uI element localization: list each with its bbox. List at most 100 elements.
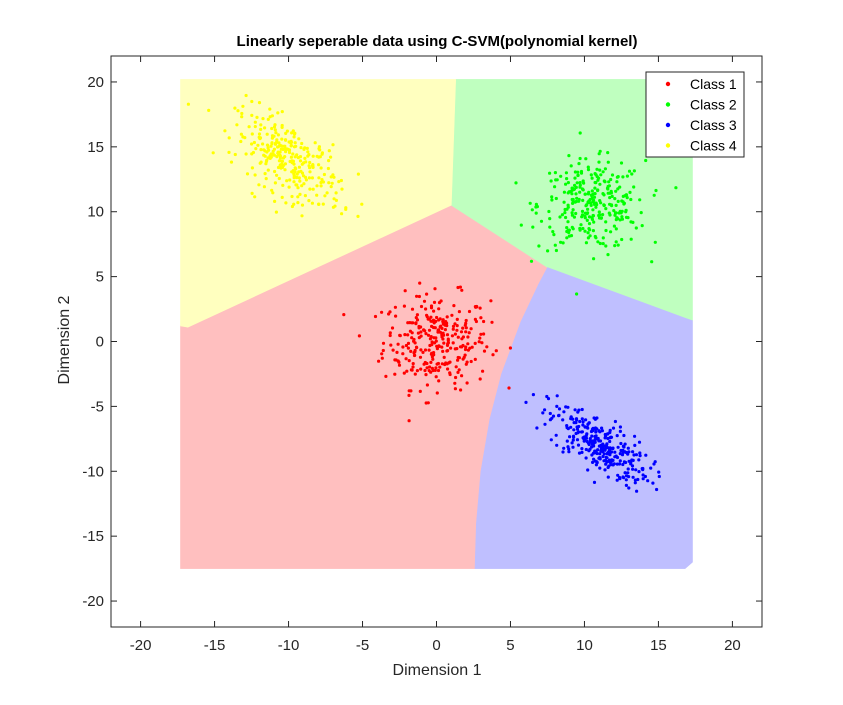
point-class-4: [293, 141, 297, 145]
point-class-2: [598, 241, 602, 246]
point-class-1: [439, 299, 443, 303]
point-class-3: [567, 447, 571, 451]
point-class-1: [411, 362, 415, 366]
point-class-3: [571, 445, 575, 449]
point-class-2: [608, 191, 612, 195]
point-class-3: [630, 464, 635, 468]
point-class-1: [478, 377, 482, 381]
point-class-2: [534, 205, 538, 209]
point-class-2: [546, 249, 550, 253]
point-class-3: [605, 442, 609, 446]
series-class-4: [186, 93, 364, 218]
point-class-1: [463, 347, 468, 352]
point-class-4: [240, 111, 244, 116]
point-class-1: [485, 345, 489, 349]
point-class-1: [437, 307, 441, 311]
point-class-4: [285, 179, 289, 183]
point-class-1: [388, 331, 392, 335]
point-class-4: [250, 113, 254, 117]
point-class-1: [417, 336, 421, 340]
point-class-3: [570, 441, 574, 445]
legend: Class 1 Class 2 Class 3 Class 4: [645, 71, 745, 158]
y-axis-ticks: -20 -15 -10 -5 0 5 10 15 20: [82, 74, 762, 610]
point-class-3: [606, 432, 610, 436]
point-class-4: [287, 185, 291, 189]
point-class-3: [595, 460, 599, 464]
point-class-3: [551, 414, 556, 418]
point-class-3: [598, 457, 602, 461]
point-class-2: [587, 215, 592, 219]
point-class-2: [583, 229, 587, 233]
point-class-4: [289, 155, 293, 159]
point-class-4: [247, 125, 251, 129]
point-class-3: [572, 428, 576, 432]
point-class-3: [604, 446, 608, 450]
point-class-2: [548, 225, 552, 229]
point-class-1: [464, 326, 468, 330]
point-class-2: [629, 220, 633, 224]
point-class-4: [320, 152, 324, 156]
point-class-1: [466, 335, 470, 339]
point-class-2: [624, 208, 628, 212]
point-class-1: [413, 353, 417, 357]
point-class-2: [573, 170, 578, 174]
point-class-3: [598, 452, 602, 456]
point-class-3: [592, 416, 596, 420]
point-class-4: [266, 168, 270, 172]
point-class-3: [624, 483, 629, 487]
point-class-4: [331, 143, 335, 147]
point-class-3: [653, 460, 657, 464]
point-class-2: [537, 244, 541, 248]
point-class-4: [258, 137, 262, 141]
point-class-1: [397, 363, 402, 367]
point-class-4: [257, 101, 262, 105]
point-class-1: [465, 381, 469, 385]
point-class-4: [255, 115, 259, 119]
point-class-4: [326, 166, 330, 171]
point-class-1: [432, 336, 436, 340]
point-class-3: [618, 477, 622, 481]
point-class-1: [489, 299, 493, 303]
point-class-2: [559, 240, 563, 244]
point-class-1: [445, 333, 450, 337]
point-class-4: [297, 165, 301, 169]
point-class-2: [621, 175, 625, 179]
point-class-2: [621, 194, 625, 198]
point-class-4: [298, 179, 302, 183]
point-class-2: [596, 178, 600, 182]
point-class-3: [608, 428, 612, 432]
point-class-1: [414, 345, 419, 349]
point-class-3: [634, 453, 639, 457]
point-class-3: [543, 408, 547, 412]
point-class-1: [453, 387, 457, 391]
point-class-3: [592, 480, 597, 484]
point-class-4: [315, 193, 319, 197]
point-class-3: [571, 438, 575, 442]
point-class-2: [574, 211, 578, 216]
point-class-4: [277, 153, 281, 157]
point-class-1: [470, 345, 474, 349]
point-class-1: [467, 331, 471, 335]
point-class-4: [285, 129, 289, 133]
point-class-4: [273, 128, 277, 132]
point-class-3: [637, 470, 641, 474]
point-class-2: [650, 260, 654, 264]
point-class-1: [390, 326, 395, 330]
point-class-3: [590, 434, 594, 438]
point-class-4: [296, 195, 300, 199]
point-class-3: [574, 417, 579, 421]
point-class-3: [586, 422, 590, 426]
point-class-3: [577, 451, 582, 455]
point-class-2: [583, 214, 587, 218]
point-class-1: [422, 299, 427, 303]
x-tick-label: 5: [506, 637, 514, 654]
point-class-3: [573, 408, 577, 412]
point-class-1: [441, 319, 445, 324]
point-class-2: [614, 203, 618, 207]
point-class-4: [262, 153, 266, 157]
point-class-1: [445, 343, 450, 347]
point-class-2: [565, 226, 569, 230]
point-class-4: [262, 185, 266, 189]
point-class-1: [418, 281, 422, 285]
point-class-4: [295, 175, 299, 180]
